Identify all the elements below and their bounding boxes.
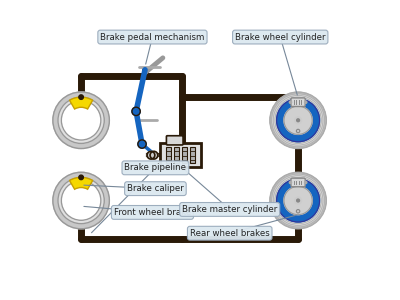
Bar bbox=[182, 147, 187, 164]
Circle shape bbox=[295, 197, 302, 204]
Circle shape bbox=[58, 177, 104, 224]
Text: Rear wheel brakes: Rear wheel brakes bbox=[190, 229, 270, 238]
Circle shape bbox=[289, 181, 292, 184]
Circle shape bbox=[284, 106, 312, 134]
Circle shape bbox=[150, 151, 158, 159]
Bar bbox=[190, 147, 195, 164]
Circle shape bbox=[296, 210, 300, 213]
Text: Brake pedal mechanism: Brake pedal mechanism bbox=[100, 33, 205, 42]
Circle shape bbox=[289, 101, 292, 103]
Circle shape bbox=[273, 95, 323, 145]
Circle shape bbox=[61, 181, 101, 220]
Circle shape bbox=[297, 119, 300, 122]
FancyBboxPatch shape bbox=[291, 98, 305, 106]
Circle shape bbox=[272, 94, 325, 147]
Bar bbox=[166, 147, 171, 164]
Text: Brake master cylinder: Brake master cylinder bbox=[182, 205, 277, 214]
Text: Brake pipeline: Brake pipeline bbox=[124, 163, 186, 172]
Circle shape bbox=[295, 117, 302, 124]
Circle shape bbox=[297, 199, 300, 202]
Circle shape bbox=[272, 174, 325, 227]
FancyBboxPatch shape bbox=[166, 136, 183, 145]
Circle shape bbox=[277, 179, 320, 222]
Circle shape bbox=[273, 176, 323, 225]
Wedge shape bbox=[70, 177, 93, 189]
Text: Brake caliper: Brake caliper bbox=[127, 184, 184, 193]
Circle shape bbox=[53, 92, 109, 148]
Circle shape bbox=[304, 101, 307, 103]
Circle shape bbox=[147, 151, 155, 159]
Text: Front wheel brake: Front wheel brake bbox=[114, 208, 191, 217]
Circle shape bbox=[284, 186, 312, 214]
FancyBboxPatch shape bbox=[160, 143, 201, 167]
Circle shape bbox=[61, 100, 101, 140]
Circle shape bbox=[132, 107, 140, 116]
Circle shape bbox=[296, 129, 300, 133]
Text: Brake wheel cylinder: Brake wheel cylinder bbox=[235, 33, 326, 42]
Bar bbox=[174, 147, 179, 164]
Circle shape bbox=[79, 175, 83, 180]
Circle shape bbox=[138, 140, 146, 148]
Circle shape bbox=[270, 92, 326, 148]
FancyBboxPatch shape bbox=[291, 178, 305, 187]
Circle shape bbox=[277, 99, 320, 142]
Circle shape bbox=[270, 172, 326, 229]
Circle shape bbox=[53, 172, 109, 229]
Circle shape bbox=[79, 95, 83, 99]
Circle shape bbox=[58, 97, 104, 143]
Circle shape bbox=[304, 181, 307, 184]
Wedge shape bbox=[70, 97, 93, 109]
